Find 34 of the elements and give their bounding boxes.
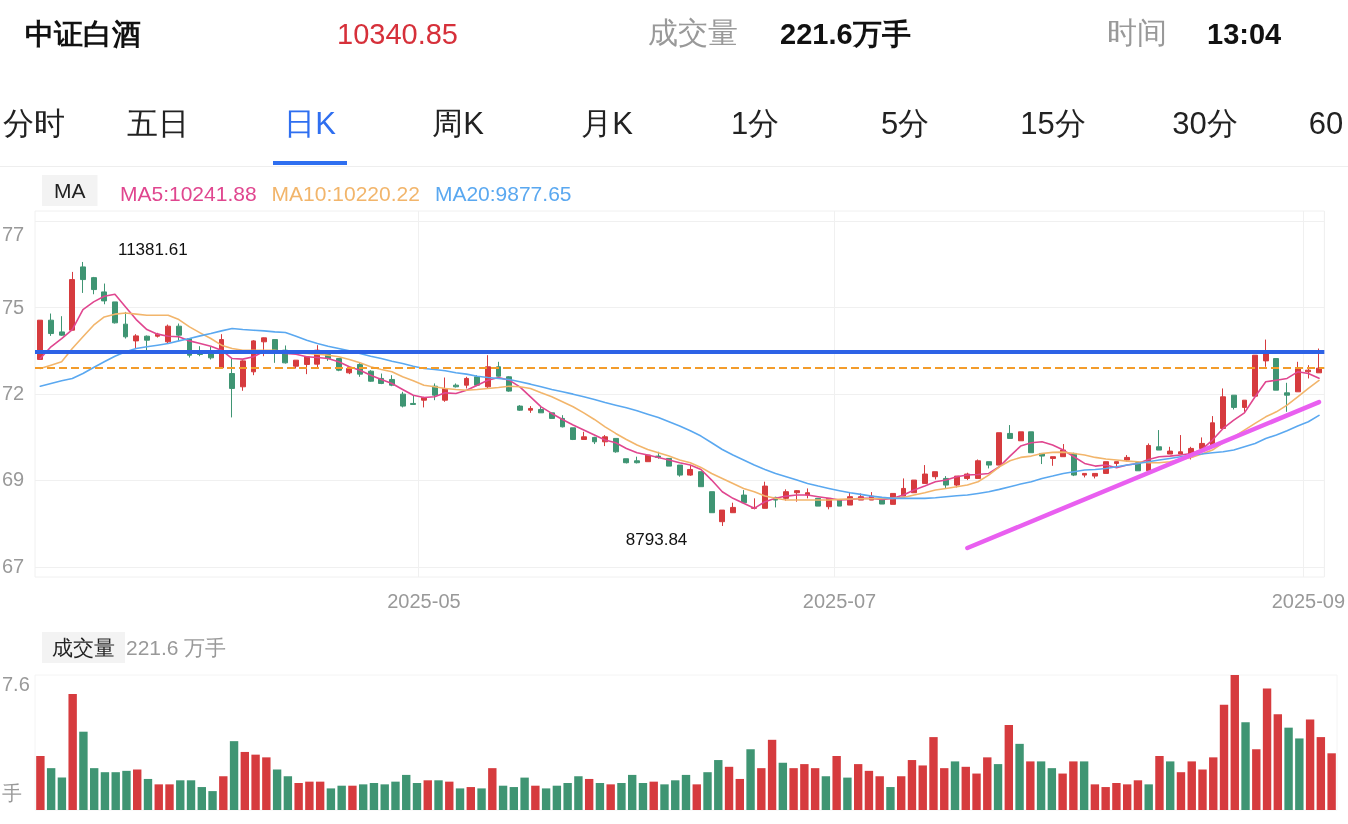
chart-title: 成交量 (52, 636, 115, 659)
chart-title: MA (54, 179, 86, 202)
text: 69 (2, 468, 25, 491)
text: MA5:10241.88 (120, 182, 257, 205)
text: 月K (581, 106, 633, 141)
text: 7.6 (2, 673, 30, 695)
text: 五日 (127, 106, 189, 141)
text: 周K (432, 106, 484, 141)
x-tick-label: 2025-09 (1271, 590, 1346, 612)
text: 10340.85 (337, 18, 458, 50)
text: 时间 (1107, 16, 1167, 49)
text: 成交量 (648, 16, 738, 49)
text: 1分 (730, 106, 780, 141)
text: MA10:10220.22 (271, 182, 420, 205)
text: 日K (284, 106, 336, 141)
chart-subtitle: 221.6 万手 (126, 636, 227, 659)
text: 5分 (880, 106, 930, 141)
annotation: 11381.61 (117, 240, 188, 260)
text: MA20:9877.65 (434, 182, 572, 205)
text: 72 (2, 382, 25, 404)
text: 30分 (1172, 106, 1238, 141)
text: 60 (1308, 106, 1344, 141)
annotation: 8793.84 (625, 530, 688, 550)
text: 67 (2, 554, 25, 577)
text: 75 (2, 295, 25, 318)
text: 221.6万手 (780, 18, 911, 50)
x-tick-label: 2025-05 (387, 590, 461, 612)
text: 手 (2, 782, 22, 804)
x-tick-label: 2025-07 (802, 590, 877, 612)
text: 77 (2, 222, 25, 245)
text: 13:04 (1207, 18, 1282, 50)
text: 中证白酒 (25, 18, 141, 50)
text: 15分 (1020, 106, 1086, 141)
text: 分时 (3, 106, 65, 141)
